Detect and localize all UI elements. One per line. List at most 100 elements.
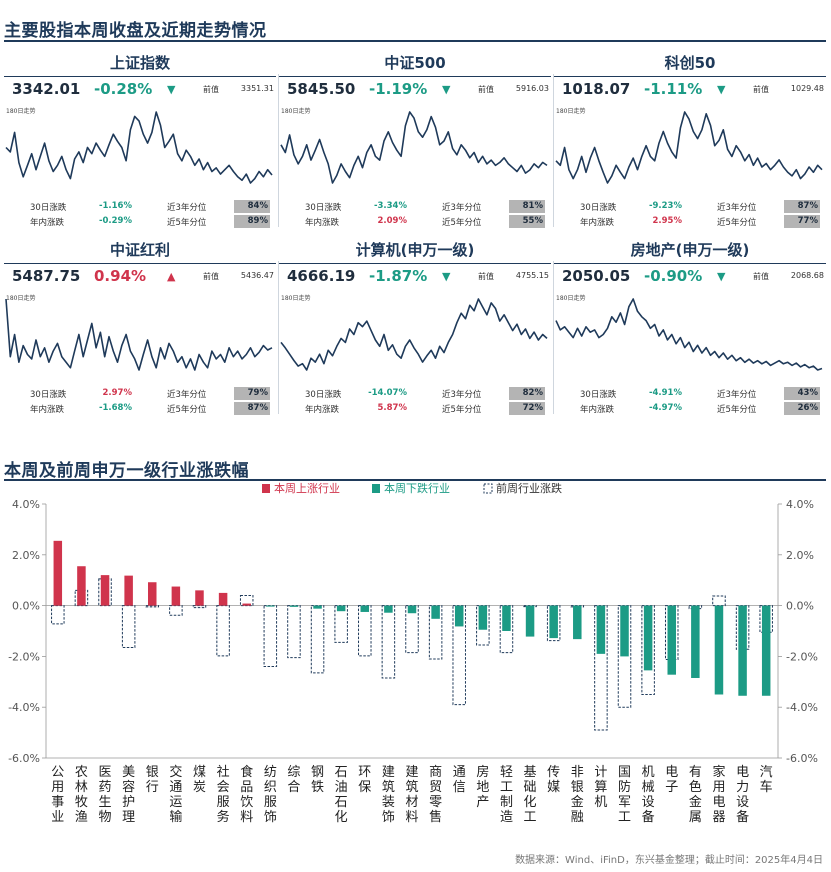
category-char: 容 — [122, 779, 135, 795]
panel-rule — [554, 76, 826, 77]
panel-rule — [4, 263, 276, 264]
category-char: 银 — [146, 765, 159, 780]
this-week-bar — [289, 605, 299, 607]
category-label: 电子 — [665, 765, 678, 795]
panel-divider — [278, 74, 279, 227]
category-char: 传 — [547, 765, 560, 780]
industry-bar-chart: 4.0% 4.0% 2.0% 2.0% 0.0% 0.0% -2.0% -2.0% -4.0% -… — [8, 481, 818, 825]
section-rule — [4, 40, 826, 42]
category-label: 基础化工 — [524, 765, 537, 825]
category-char: 化 — [524, 795, 537, 810]
this-week-bar — [242, 603, 251, 606]
index-name: 中证500 — [384, 54, 446, 72]
category-char: 机 — [642, 765, 655, 780]
category-char: 会 — [217, 780, 230, 795]
index-name: 科创50 — [664, 54, 716, 72]
percentile-label: 近5年分位 — [717, 218, 757, 228]
y-tick-label-left: -4.0% — [8, 701, 40, 714]
prev-week-bar — [381, 605, 396, 679]
category-char: 医 — [99, 765, 112, 780]
category-char: 环 — [358, 765, 371, 780]
category-label: 机械设备 — [642, 765, 655, 825]
category-char: 备 — [642, 809, 655, 825]
prev-week-bar — [712, 595, 726, 607]
percentile-label: 近5年分位 — [442, 218, 482, 228]
y-tick-label-left: 4.0% — [12, 498, 40, 511]
trend-line — [555, 111, 823, 184]
percentile-badge: 87% — [784, 200, 820, 213]
stat-value: 2.95% — [652, 216, 683, 226]
percentile-label: 近3年分位 — [167, 203, 207, 213]
stat-value: -4.97% — [648, 403, 682, 413]
stat-value: -1.16% — [98, 201, 132, 211]
y-tick-label-left: 2.0% — [12, 549, 40, 562]
category-char: 机 — [594, 795, 607, 810]
this-week-bar — [596, 605, 606, 654]
trend-sparkline — [555, 298, 823, 371]
category-char: 铁 — [311, 780, 324, 795]
percentile-badge: 79% — [234, 387, 270, 400]
category-char: 贸 — [429, 780, 442, 795]
stat-label: 年内涨跌 — [30, 218, 65, 228]
category-char: 电 — [665, 765, 678, 780]
category-label: 综合 — [287, 765, 300, 795]
category-char: 基 — [524, 765, 537, 780]
stat-value: -0.29% — [98, 216, 132, 226]
category-label: 通信 — [453, 765, 466, 795]
category-char: 生 — [99, 795, 112, 810]
stat-value: -4.91% — [648, 388, 682, 398]
this-week-bar — [313, 605, 322, 609]
category-label: 纺织服饰 — [264, 765, 277, 825]
trend-line — [280, 298, 548, 371]
stat-label: 年内涨跌 — [580, 405, 615, 415]
category-char: 食 — [240, 764, 253, 780]
down-arrow-icon: ▼ — [717, 270, 726, 283]
y-tick-label-right: -2.0% — [786, 650, 818, 663]
category-char: 林 — [75, 780, 88, 795]
this-week-bar — [431, 605, 440, 619]
prev-label: 前值 — [203, 272, 219, 281]
index-name: 上证指数 — [109, 54, 170, 72]
category-char: 融 — [571, 810, 584, 825]
category-label: 交通运输 — [169, 764, 182, 825]
panel-divider — [553, 261, 554, 414]
panel-divider — [278, 261, 279, 414]
y-tick-label-left: 0.0% — [12, 600, 40, 613]
category-char: 筑 — [382, 779, 395, 795]
panel-rule — [279, 76, 551, 77]
prev-label: 前值 — [478, 272, 494, 281]
prev-week-bar — [263, 605, 278, 668]
percentile-badge: 84% — [234, 200, 270, 213]
this-week-bar — [148, 582, 157, 606]
prev-week-bar — [594, 605, 608, 731]
prev-value: 5436.47 — [240, 271, 274, 280]
down-arrow-icon: ▼ — [442, 83, 451, 96]
percentile-badge: 72% — [509, 402, 545, 415]
index-value: 1018.07 — [562, 80, 631, 98]
this-week-bar — [171, 586, 181, 606]
trend-label: 180日走势 — [6, 108, 36, 115]
percentile-badge: 82% — [509, 387, 545, 400]
prev-label: 前值 — [203, 85, 219, 94]
category-label: 美容护理 — [122, 765, 135, 825]
index-name: 中证红利 — [109, 241, 170, 259]
panel-rule — [4, 76, 276, 77]
trend-label: 180日走势 — [281, 295, 311, 302]
stat-label: 30日涨跌 — [30, 390, 67, 400]
category-char: 电 — [736, 765, 749, 780]
prev-week-bar — [476, 605, 490, 646]
prev-week-bar — [617, 605, 632, 708]
category-char: 行 — [146, 780, 159, 795]
percentile-badge: 26% — [784, 402, 820, 415]
this-week-bar — [714, 605, 724, 695]
index-name: 计算机(申万一级) — [355, 241, 475, 259]
category-label: 社会服务 — [217, 764, 230, 825]
category-label: 银行 — [146, 765, 159, 795]
trend-sparkline — [280, 111, 548, 184]
category-char: 装 — [382, 795, 395, 810]
y-tick-label-left: -6.0% — [8, 752, 40, 765]
index-value: 5487.75 — [12, 267, 81, 285]
percentile-label: 近3年分位 — [717, 390, 757, 400]
category-char: 色 — [689, 779, 702, 795]
category-char: 公 — [51, 765, 64, 780]
